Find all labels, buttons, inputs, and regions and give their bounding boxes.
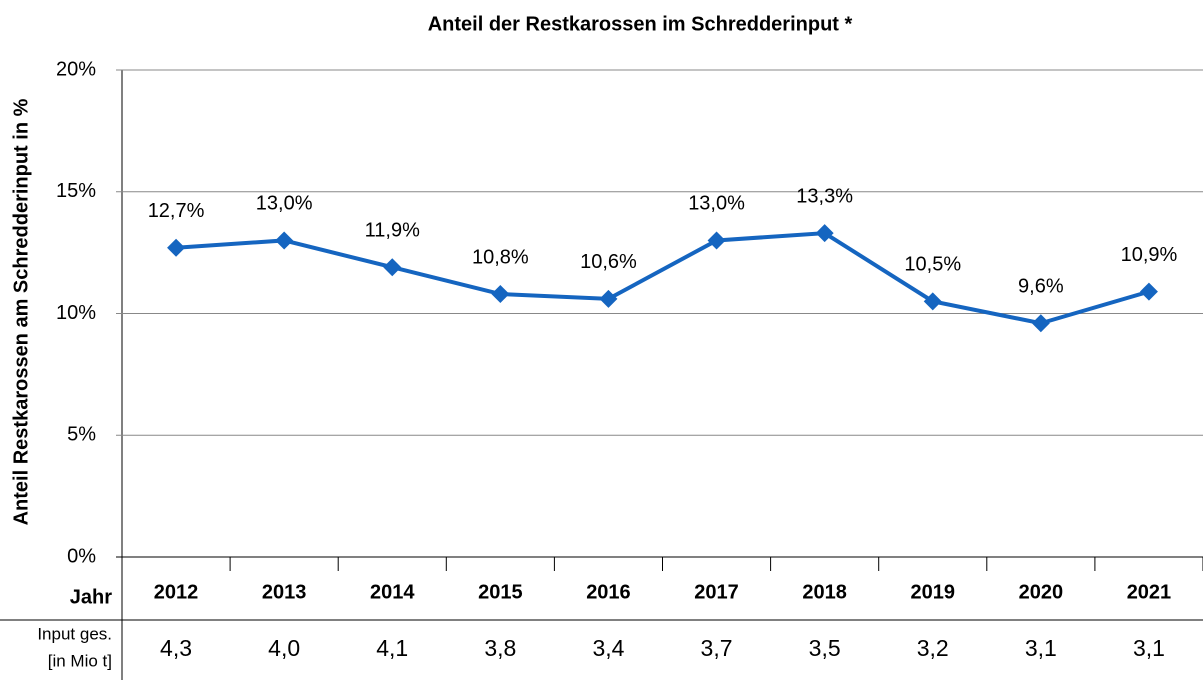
table-cell: 3,8 [484, 635, 516, 661]
data-label: 9,6% [1018, 276, 1064, 298]
y-tick-label: 15% [56, 180, 96, 202]
x-tick-label: 2017 [694, 581, 739, 603]
data-label: 13,0% [256, 193, 313, 215]
x-tick-label: 2016 [586, 581, 631, 603]
table-cell: 4,0 [268, 635, 300, 661]
data-label: 11,9% [365, 220, 420, 242]
x-tick-label: 2015 [478, 581, 523, 603]
chart-title: Anteil der Restkarossen im Schredderinpu… [428, 13, 853, 35]
x-tick-label: 2020 [1019, 581, 1064, 603]
line [175, 231, 1150, 326]
marker [491, 285, 510, 304]
x-tick-label: 2013 [262, 581, 307, 603]
y-tick-label: 0% [67, 545, 96, 567]
data-label: 12,7% [148, 200, 205, 222]
data-label: 10,5% [904, 254, 961, 276]
data-label: 13,3% [796, 185, 853, 207]
row-label: Input ges. [37, 624, 112, 643]
x-tick-label: 2018 [802, 581, 847, 603]
table-cell: 4,1 [376, 635, 408, 661]
marker [275, 231, 294, 250]
x-tick-label: 2021 [1127, 581, 1172, 603]
x-axis-label: Jahr [70, 586, 112, 608]
x-tick-label: 2014 [370, 581, 415, 603]
y-tick-label: 5% [67, 424, 96, 446]
data-label: 10,8% [472, 246, 529, 268]
y-tick-label: 20% [56, 58, 96, 80]
row-label: [in Mio t] [48, 651, 112, 670]
table-cell: 4,3 [160, 635, 192, 661]
marker [707, 231, 726, 250]
table-cell: 3,4 [592, 635, 624, 661]
data-label: 10,6% [580, 251, 637, 273]
marker [1031, 314, 1050, 333]
y-axis-label: Anteil Restkarossen am Schredderinput in… [10, 98, 32, 525]
y-tick-label: 10% [56, 302, 96, 324]
marker [599, 289, 618, 308]
table-cell: 3,2 [917, 635, 949, 661]
x-tick-label: 2019 [911, 581, 956, 603]
table-cell: 3,7 [701, 635, 733, 661]
marker [923, 292, 942, 311]
marker [815, 224, 834, 243]
marker [1139, 282, 1158, 301]
x-tick-label: 2012 [154, 581, 199, 603]
table-cell: 3,1 [1025, 635, 1057, 661]
table-cell: 3,5 [809, 635, 841, 661]
marker [383, 258, 402, 277]
data-label: 10,9% [1121, 244, 1178, 266]
data-label: 13,0% [688, 193, 745, 215]
marker [167, 238, 186, 257]
table-cell: 3,1 [1133, 635, 1165, 661]
